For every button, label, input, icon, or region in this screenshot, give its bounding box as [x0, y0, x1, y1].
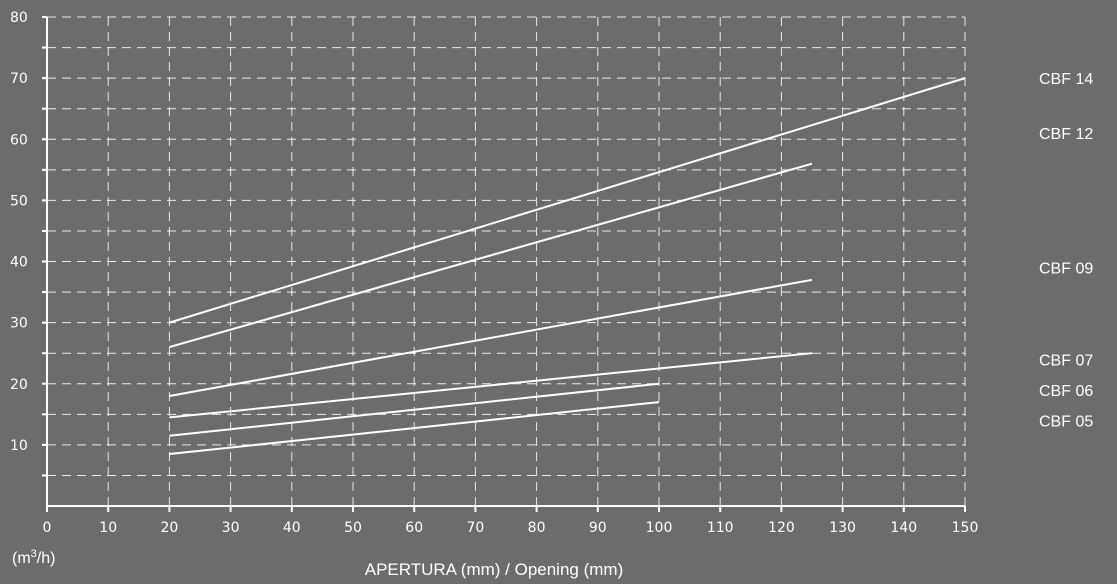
x-tick-label: 130	[829, 520, 856, 536]
x-tick-label: 20	[160, 520, 178, 536]
series-line-cbf-09	[169, 278, 813, 397]
series-label-cbf-05: CBF 05	[1039, 413, 1093, 430]
y-tick-labels: 10 20 30 40 50 60 70 80	[10, 10, 28, 454]
y-tick-label: 50	[10, 193, 28, 209]
x-tick-label: 50	[344, 520, 362, 536]
y-unit-label: (m3/h)	[12, 548, 55, 567]
series-line-cbf-06	[169, 382, 660, 437]
y-tick-label: 10	[10, 438, 28, 454]
x-tick-label: 90	[589, 520, 607, 536]
x-tick-label: 110	[707, 520, 734, 536]
x-tick-label: 70	[466, 520, 484, 536]
series-lines	[169, 77, 966, 456]
series-line-cbf-14	[169, 77, 966, 324]
series-label-cbf-12: CBF 12	[1039, 126, 1093, 143]
x-tick-label: 10	[99, 520, 117, 536]
series-label-cbf-14: CBF 14	[1039, 71, 1093, 88]
x-tick-label: 120	[768, 520, 795, 536]
y-tick-label: 80	[10, 10, 28, 26]
x-axis-title: APERTURA (mm) / Opening (mm)	[365, 560, 624, 579]
series-line-cbf-05	[169, 401, 660, 456]
y-tick-label: 40	[10, 255, 28, 271]
series-line-cbf-12	[169, 162, 813, 349]
axes	[42, 16, 966, 512]
series-label-cbf-09: CBF 09	[1039, 261, 1093, 278]
series-label-cbf-07: CBF 07	[1039, 352, 1093, 369]
series-label-cbf-06: CBF 06	[1039, 383, 1093, 400]
x-tick-label: 60	[405, 520, 423, 536]
series-line-cbf-07	[169, 352, 813, 419]
y-tick-label: 70	[10, 71, 28, 87]
x-tick-label: 100	[646, 520, 673, 536]
grid	[47, 16, 966, 506]
x-tick-label: 150	[952, 520, 979, 536]
y-tick-label: 20	[10, 377, 28, 393]
series-labels: CBF 14 CBF 12 CBF 09 CBF 07 CBF 06 CBF 05	[1039, 71, 1093, 430]
x-tick-label: 40	[283, 520, 301, 536]
y-tick-label: 60	[10, 132, 28, 148]
x-tick-label: 140	[890, 520, 917, 536]
y-tick-label: 30	[10, 316, 28, 332]
x-tick-label: 30	[222, 520, 240, 536]
x-tick-labels: 0 10 20 30 40 50 60 70 80 90 100 110 120 130 140 150	[43, 520, 979, 536]
x-tick-label: 80	[528, 520, 546, 536]
x-tick-label: 0	[43, 520, 52, 536]
